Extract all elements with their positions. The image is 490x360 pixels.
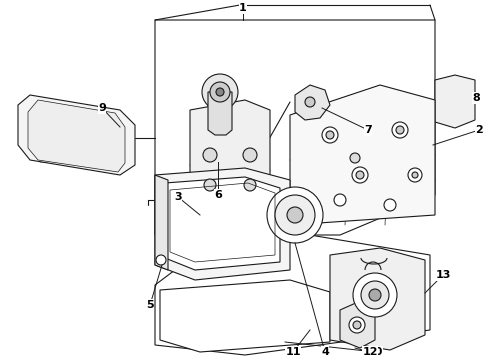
- Text: 8: 8: [472, 93, 480, 103]
- Circle shape: [396, 126, 404, 134]
- Circle shape: [275, 195, 315, 235]
- Polygon shape: [155, 168, 290, 280]
- Circle shape: [361, 281, 389, 309]
- Circle shape: [369, 289, 381, 301]
- Circle shape: [287, 207, 303, 223]
- Text: 7: 7: [364, 125, 372, 135]
- Circle shape: [356, 171, 364, 179]
- Circle shape: [322, 127, 338, 143]
- Polygon shape: [208, 92, 232, 135]
- Text: 13: 13: [435, 270, 451, 280]
- Polygon shape: [28, 100, 125, 172]
- Polygon shape: [160, 280, 330, 352]
- Polygon shape: [190, 100, 270, 205]
- Circle shape: [350, 153, 360, 163]
- Circle shape: [210, 82, 230, 102]
- Circle shape: [203, 148, 217, 162]
- Circle shape: [244, 179, 256, 191]
- Circle shape: [202, 74, 238, 110]
- Polygon shape: [330, 248, 425, 350]
- Text: 10: 10: [368, 347, 383, 357]
- Circle shape: [243, 148, 257, 162]
- Polygon shape: [155, 235, 430, 355]
- Circle shape: [349, 317, 365, 333]
- Text: 4: 4: [321, 347, 329, 357]
- Circle shape: [352, 167, 368, 183]
- Text: 6: 6: [214, 190, 222, 200]
- Circle shape: [412, 172, 418, 178]
- Circle shape: [326, 131, 334, 139]
- Circle shape: [353, 273, 397, 317]
- Circle shape: [267, 187, 323, 243]
- Text: 11: 11: [285, 347, 301, 357]
- Text: 1: 1: [239, 3, 247, 13]
- Polygon shape: [340, 302, 375, 348]
- Circle shape: [216, 88, 224, 96]
- Polygon shape: [155, 20, 435, 235]
- Circle shape: [305, 97, 315, 107]
- Circle shape: [408, 168, 422, 182]
- Polygon shape: [165, 177, 280, 270]
- Polygon shape: [155, 175, 168, 270]
- Circle shape: [204, 179, 216, 191]
- Text: 9: 9: [98, 103, 106, 113]
- Circle shape: [353, 321, 361, 329]
- Polygon shape: [435, 75, 475, 128]
- Text: 3: 3: [174, 192, 182, 202]
- Circle shape: [334, 194, 346, 206]
- Text: 2: 2: [475, 125, 483, 135]
- Text: 12: 12: [362, 347, 378, 357]
- Polygon shape: [295, 85, 330, 120]
- Text: 5: 5: [146, 300, 154, 310]
- Polygon shape: [290, 85, 435, 225]
- Circle shape: [392, 122, 408, 138]
- Circle shape: [384, 199, 396, 211]
- Polygon shape: [18, 95, 135, 175]
- Circle shape: [156, 255, 166, 265]
